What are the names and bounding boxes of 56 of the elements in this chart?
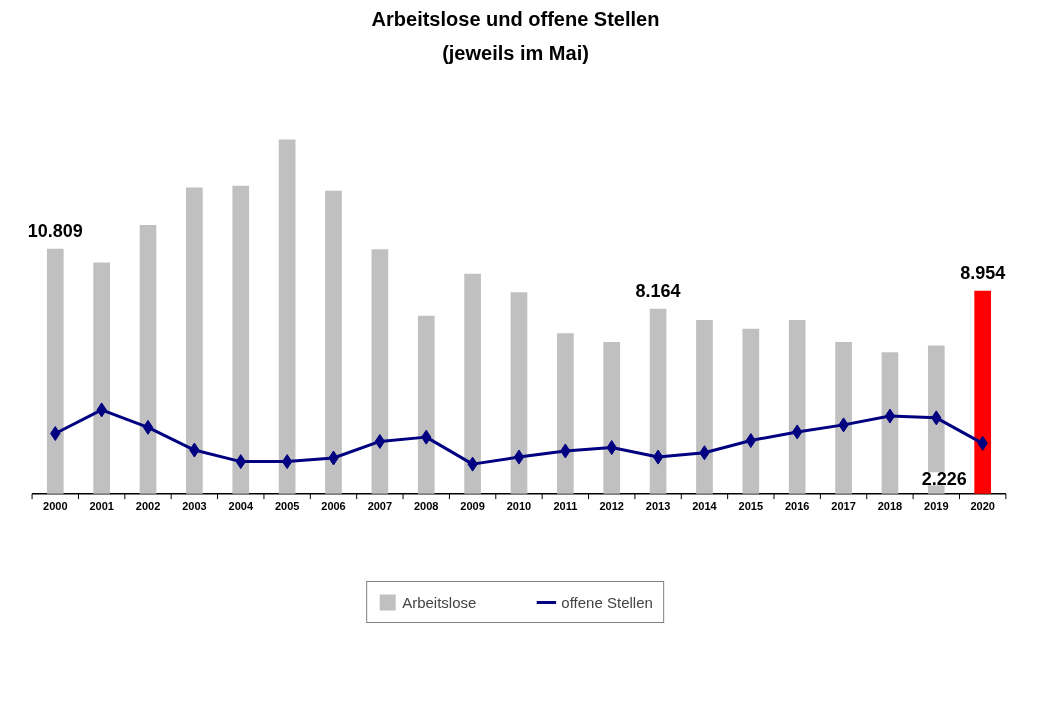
bar (788, 320, 806, 494)
x-tick-label: 2008 (414, 499, 439, 512)
legend-label: offene Stellen (561, 593, 653, 611)
legend-label: Arbeitslose (402, 593, 477, 611)
chart-subtitle: (jeweils im Mai) (442, 41, 589, 64)
x-tick-label: 2013 (645, 499, 671, 512)
data-label: 10.809 (27, 220, 83, 241)
bar (464, 273, 481, 494)
x-tick-label: 2001 (89, 499, 114, 512)
x-tick-label: 2000 (43, 499, 68, 512)
chart-title: Arbeitslose und offene Stellen (371, 7, 660, 30)
x-tick-label: 2014 (692, 499, 718, 512)
bar (417, 315, 435, 494)
bar (325, 190, 342, 494)
data-label: 8.954 (960, 262, 1006, 283)
x-tick-label: 2007 (367, 499, 393, 512)
x-tick-label: 2004 (228, 499, 254, 512)
bar (371, 249, 389, 494)
x-tick-label: 2002 (135, 499, 161, 512)
bar (46, 248, 64, 494)
x-tick-label: 2003 (182, 499, 207, 512)
x-tick-label: 2012 (599, 499, 624, 512)
point (50, 426, 61, 441)
x-tick-label: 2015 (738, 499, 764, 512)
data-label: 8.164 (635, 280, 681, 301)
x-tick-label: 2016 (784, 499, 810, 512)
x-tick-label: 2019 (924, 499, 949, 512)
point (884, 408, 896, 424)
bar (742, 328, 760, 494)
bar (510, 292, 528, 494)
x-tick-label: 2010 (506, 499, 532, 512)
bar (649, 308, 667, 494)
bar (186, 187, 203, 494)
point (374, 433, 386, 449)
point (142, 419, 154, 435)
data-label: 2.226 (921, 469, 967, 490)
bar (278, 139, 296, 494)
point (652, 449, 664, 465)
bar (974, 290, 992, 494)
x-tick-label: 2020 (970, 499, 995, 512)
x-tick-label: 2006 (321, 499, 346, 512)
bar (881, 352, 899, 494)
bar (232, 185, 250, 494)
bar (835, 341, 852, 494)
point (513, 449, 525, 465)
x-tick-label: 2017 (831, 499, 856, 512)
bar (696, 320, 713, 494)
point (281, 454, 293, 470)
x-tick-label: 2018 (877, 499, 903, 512)
bar (139, 224, 157, 494)
x-tick-label: 2005 (274, 499, 300, 512)
bar (603, 341, 621, 494)
x-tick-label: 2009 (460, 499, 485, 512)
x-tick-label: 2011 (553, 499, 578, 512)
bar (557, 333, 574, 494)
bar (93, 262, 110, 494)
